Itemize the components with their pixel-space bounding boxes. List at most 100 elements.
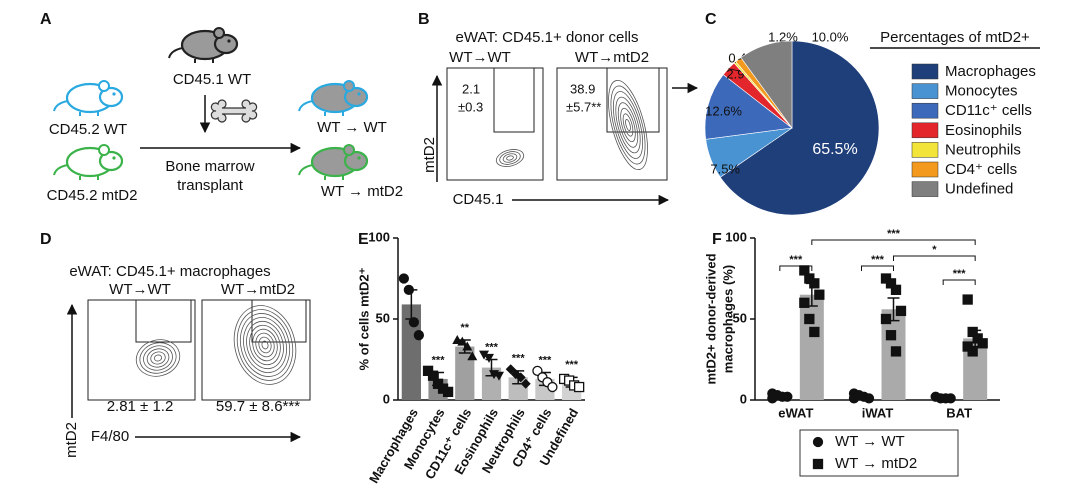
legend-label: Macrophages bbox=[945, 63, 1036, 80]
panel-title: eWAT: CD45.1+ macrophages bbox=[69, 263, 270, 280]
contour bbox=[495, 149, 525, 167]
significance: * bbox=[932, 244, 937, 256]
legend-label: WT → mtD2 bbox=[835, 455, 917, 472]
data-point bbox=[484, 353, 494, 363]
mouse-tail bbox=[298, 100, 314, 112]
legend-label: Undefined bbox=[945, 181, 1013, 198]
contour bbox=[252, 328, 278, 362]
label: Bone marrow bbox=[165, 158, 254, 175]
mouse-head bbox=[98, 86, 124, 108]
panel-label: C bbox=[705, 11, 717, 28]
contour bbox=[150, 351, 166, 365]
legend-swatch bbox=[911, 102, 939, 119]
legend-swatch bbox=[911, 142, 939, 158]
y-tick-label: 100 bbox=[725, 229, 747, 244]
contour bbox=[135, 339, 181, 377]
mouse-ear bbox=[213, 27, 225, 39]
y-tick-label: 0 bbox=[383, 391, 390, 406]
axis-label: F4/80 bbox=[91, 428, 129, 445]
label: WT→mtD2 bbox=[575, 49, 649, 66]
data-point bbox=[467, 351, 478, 361]
label: WT → WT bbox=[317, 119, 387, 136]
legend-label: CD4⁺ cells bbox=[945, 161, 1017, 178]
contour bbox=[620, 107, 636, 143]
y-tick-label: 100 bbox=[368, 229, 390, 244]
legend-label: Neutrophils bbox=[945, 141, 1021, 158]
mouse-tail bbox=[53, 100, 69, 112]
mouse-tail bbox=[53, 164, 69, 176]
mouse-eye bbox=[112, 156, 116, 160]
axis-label: mtD2+ donor-derived bbox=[703, 253, 718, 384]
panel-label: A bbox=[40, 11, 52, 28]
plot-frame bbox=[87, 299, 196, 401]
contour bbox=[608, 79, 648, 171]
data-point bbox=[462, 341, 473, 351]
contour bbox=[499, 151, 521, 165]
y-tick-label: 0 bbox=[740, 391, 747, 406]
significance: *** bbox=[485, 341, 499, 353]
data-point bbox=[767, 393, 778, 404]
bar bbox=[401, 304, 421, 400]
label: ±5.7** bbox=[566, 99, 601, 114]
legend-label: Eosinophils bbox=[945, 122, 1022, 139]
contour bbox=[143, 345, 173, 371]
contour bbox=[612, 91, 644, 159]
x-tick-label: BAT bbox=[946, 405, 972, 420]
data-point bbox=[809, 326, 820, 338]
contour bbox=[617, 102, 639, 148]
label: 38.9 bbox=[570, 81, 595, 96]
data-point bbox=[479, 350, 489, 360]
significance: *** bbox=[432, 354, 446, 366]
legend-label: CD11c⁺ cells bbox=[945, 102, 1032, 119]
contour bbox=[246, 320, 284, 370]
label: WT→mtD2 bbox=[221, 281, 295, 298]
significance-bracket bbox=[893, 255, 976, 261]
significance: *** bbox=[953, 268, 967, 280]
data-point bbox=[945, 393, 956, 404]
data-point bbox=[547, 381, 558, 393]
plot-frame bbox=[556, 67, 668, 181]
legend-label: WT → WT bbox=[835, 433, 905, 450]
legend-swatch bbox=[911, 122, 939, 139]
mouse-tail bbox=[168, 47, 184, 59]
mouse-eye bbox=[112, 92, 116, 96]
label: ±0.3 bbox=[458, 99, 483, 114]
gate bbox=[135, 299, 192, 343]
mouse-head bbox=[343, 86, 369, 108]
mouse-eye bbox=[227, 39, 231, 43]
legend-marker bbox=[812, 458, 824, 470]
data-point bbox=[962, 294, 973, 305]
panel-label: B bbox=[418, 11, 430, 28]
mouse-eye bbox=[357, 92, 361, 96]
slice-label: 65.5% bbox=[812, 141, 857, 158]
label: WT→WT bbox=[109, 281, 171, 298]
legend-swatch bbox=[911, 63, 939, 80]
contour bbox=[625, 119, 631, 131]
legend-label: Monocytes bbox=[945, 83, 1018, 100]
axis-label: mtD2 bbox=[421, 137, 438, 173]
significance: *** bbox=[887, 228, 901, 240]
mouse-eye bbox=[357, 156, 361, 160]
data-point bbox=[809, 278, 820, 289]
panel-label: F bbox=[712, 231, 722, 248]
data-point bbox=[413, 330, 425, 341]
contour bbox=[233, 305, 297, 385]
contour bbox=[610, 85, 646, 165]
mouse-feet bbox=[79, 112, 99, 116]
plot-frame bbox=[446, 67, 544, 181]
significance: *** bbox=[512, 353, 526, 365]
mouse-tail bbox=[298, 164, 314, 176]
contour bbox=[243, 317, 287, 373]
data-point bbox=[520, 378, 531, 389]
legend-swatch bbox=[911, 181, 939, 197]
x-tick-label: iWAT bbox=[862, 405, 894, 420]
pie-slice bbox=[704, 74, 793, 140]
legend-box bbox=[799, 429, 959, 477]
axis-label: % of cells mtD2⁺ bbox=[356, 267, 371, 370]
contour bbox=[153, 354, 163, 362]
data-point bbox=[573, 381, 585, 393]
contour bbox=[239, 313, 291, 377]
x-tick-label: eWAT bbox=[778, 405, 813, 420]
